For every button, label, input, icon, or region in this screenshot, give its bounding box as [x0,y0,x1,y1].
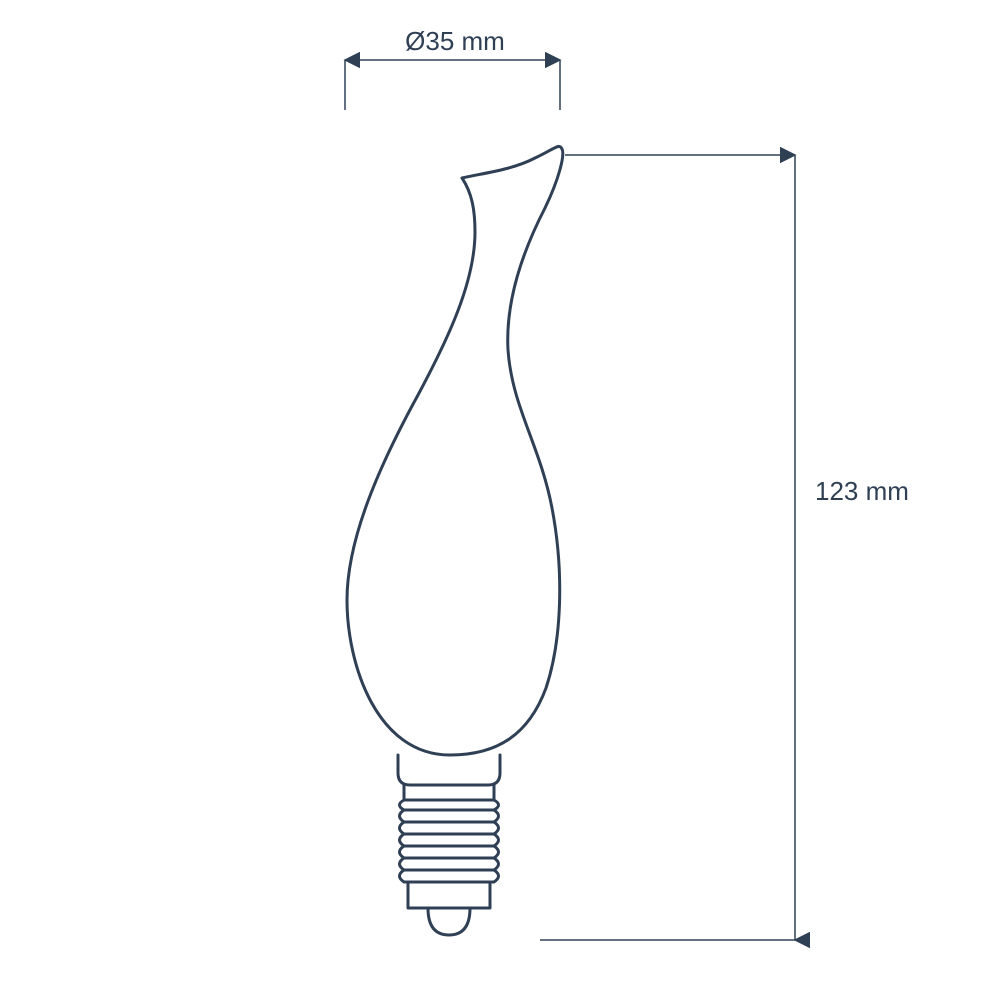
bulb-flame-glass [347,146,563,755]
width-dim-label: Ø35 mm [405,26,505,56]
bulb-thread-row [400,822,499,834]
bulb-thread-row [400,858,499,870]
bulb-thread-row [400,834,499,846]
bulb-thread-row [400,870,499,882]
bulb-thread-row [400,810,499,822]
bulb-base [408,882,490,908]
bulb-outline [347,146,563,935]
height-dim-label: 123 mm [815,476,909,506]
bulb-thread-row [400,846,499,858]
bulb-neck [398,755,500,785]
bulb-contact-tip [428,908,470,935]
bulb-dimension-diagram: Ø35 mm 123 mm [0,0,1000,1000]
bulb-collar [404,785,494,800]
